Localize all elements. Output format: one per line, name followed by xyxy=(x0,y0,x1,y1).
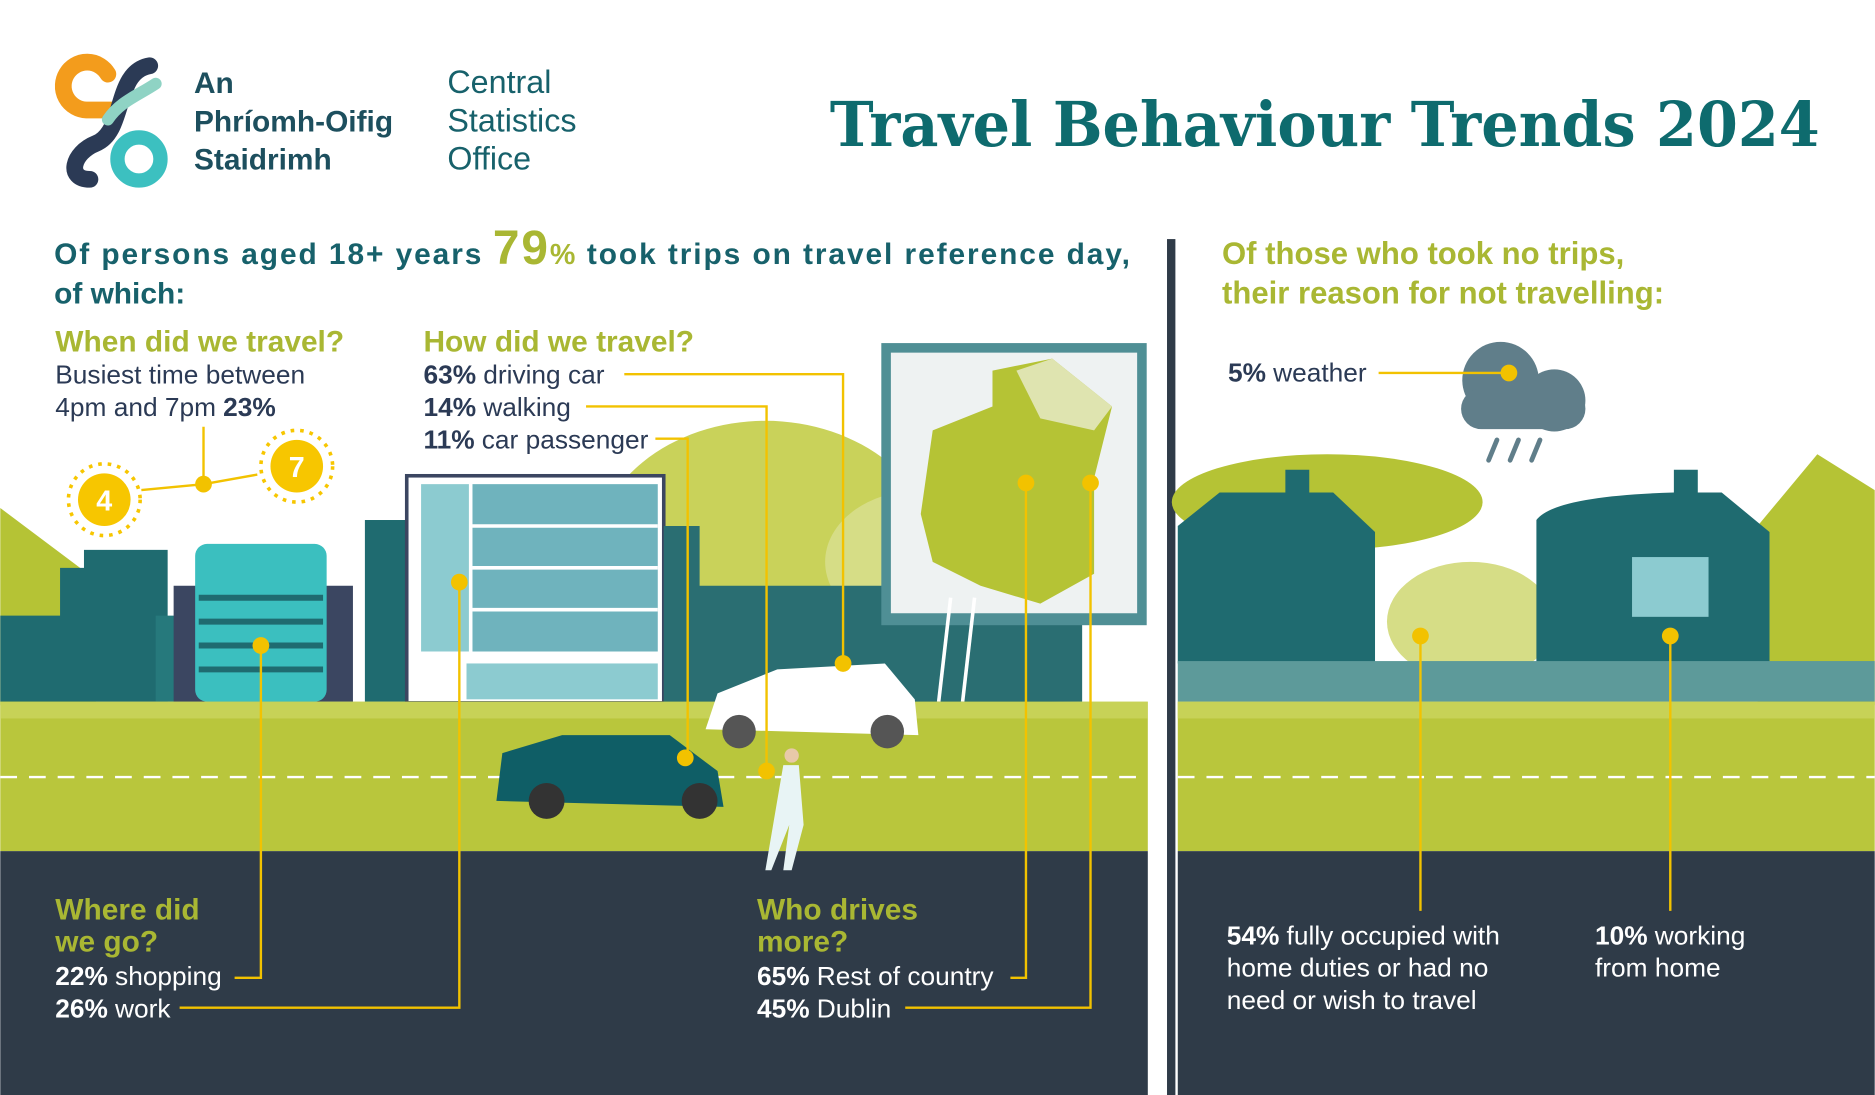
section-heading-part: Where did xyxy=(55,893,199,926)
sun-label-part: 7 xyxy=(289,452,305,484)
logo-irish: Staidrimh xyxy=(194,144,332,177)
sun-label-part: 4 xyxy=(96,485,112,517)
stat-item-part: 14% xyxy=(423,392,476,422)
intro-part: % xyxy=(550,239,576,271)
stat-item: 63% driving car xyxy=(423,360,604,390)
left-scene xyxy=(0,343,1148,1095)
section-heading: When did we travel? xyxy=(55,325,344,358)
stat-item-part: driving car xyxy=(483,360,604,390)
stat-item-part: fully occupied with xyxy=(1287,920,1500,950)
intro: Of persons aged 18+ years 79% took trips o… xyxy=(54,222,1130,275)
logo-english: Central xyxy=(447,64,551,100)
stat-item: 14% walking xyxy=(423,392,570,422)
stat-item-part: 54% xyxy=(1227,920,1280,950)
stat-item: 5% weather xyxy=(1228,357,1367,387)
logo-irish-part: Staidrimh xyxy=(194,144,332,177)
logo-english-part: Office xyxy=(447,141,531,177)
logo-mark xyxy=(54,53,168,188)
section-heading: more? xyxy=(757,926,848,959)
logo-english: Office xyxy=(447,141,531,177)
section-heading-part: we go? xyxy=(54,926,158,959)
logo-irish-part: An xyxy=(194,67,234,100)
body-text: Busiest time between xyxy=(55,360,305,390)
stat-item: 11% car passenger xyxy=(423,424,648,454)
section-heading-part: When did we travel? xyxy=(55,325,344,358)
stat-item-part: Rest of country xyxy=(817,961,995,991)
stat-item: 22% shopping xyxy=(55,961,221,991)
stat-item-part: working xyxy=(1654,920,1746,950)
intro-part: of which: xyxy=(54,278,185,311)
stat-item-part: 63% xyxy=(423,360,476,390)
leader-lines xyxy=(141,364,1679,1009)
stat-item-part: shopping xyxy=(115,961,222,991)
stat-item-part: car passenger xyxy=(482,424,649,454)
stat-item-part: 22% xyxy=(55,961,108,991)
section-heading: Of those who took no trips, xyxy=(1222,236,1624,271)
stat-item-part: Dublin xyxy=(817,993,892,1023)
body-text-part: 4pm and 7pm xyxy=(55,392,216,422)
stat-item-part: need or wish to travel xyxy=(1227,985,1477,1015)
intro: of which: xyxy=(54,278,185,311)
stat-item: 65% Rest of country xyxy=(757,961,994,991)
section-heading-part: Who drives xyxy=(757,893,918,926)
body-text-part: Busiest time between xyxy=(55,360,305,390)
title-part: Travel Behaviour Trends 2024 xyxy=(830,88,1820,161)
right-scene xyxy=(1171,341,1875,1095)
intro-part: took trips on travel reference day, xyxy=(587,238,1130,271)
logo-irish: An xyxy=(194,67,234,100)
section-heading: Where did xyxy=(55,893,199,926)
stat-item-part: 5% xyxy=(1228,357,1266,387)
stat-item: 26% work xyxy=(55,993,171,1023)
stat-item: 45% Dublin xyxy=(757,993,891,1023)
stat-item-part: 45% xyxy=(757,993,810,1023)
body-text-part: 23% xyxy=(223,392,276,422)
sun-label: 7 xyxy=(289,452,305,484)
section-heading: we go? xyxy=(54,926,158,959)
stat-item: home duties or had no xyxy=(1227,953,1489,983)
title: Travel Behaviour Trends 2024 xyxy=(830,88,1820,161)
stat-item-part: work xyxy=(114,993,171,1023)
logo-english-part: Statistics xyxy=(447,102,576,138)
logo-english-part: Central xyxy=(447,64,551,100)
sun-label: 4 xyxy=(96,485,112,517)
stat-item-part: from home xyxy=(1595,953,1721,983)
section-heading-part: Of those who took no trips, xyxy=(1222,236,1624,271)
section-heading-part: How did we travel? xyxy=(423,325,694,358)
stat-item: 10% working xyxy=(1595,920,1745,950)
stat-item-part: 65% xyxy=(757,961,810,991)
stat-item: 54% fully occupied with xyxy=(1227,920,1500,950)
stat-item-part: weather xyxy=(1272,357,1367,387)
section-heading: Who drives xyxy=(757,893,918,926)
logo-english: Statistics xyxy=(447,102,576,138)
section-heading-part: their reason for not travelling: xyxy=(1222,276,1664,311)
stat-item: from home xyxy=(1595,953,1721,983)
section-heading: their reason for not travelling: xyxy=(1222,276,1664,311)
stat-item-part: 11% xyxy=(423,424,474,454)
intro-part: 79 xyxy=(493,222,548,275)
intro-part: Of persons aged 18+ years xyxy=(54,238,481,271)
stat-item: need or wish to travel xyxy=(1227,985,1477,1015)
stat-item-part: walking xyxy=(482,392,571,422)
section-heading: How did we travel? xyxy=(423,325,694,358)
stat-item-part: home duties or had no xyxy=(1227,953,1489,983)
logo-irish-part: Phríomh-Oifig xyxy=(194,105,393,138)
section-heading-part: more? xyxy=(757,926,848,959)
body-text: 4pm and 7pm 23% xyxy=(55,392,276,422)
stat-item-part: 10% xyxy=(1595,920,1648,950)
stat-item-part: 26% xyxy=(55,993,108,1023)
logo-irish: Phríomh-Oifig xyxy=(194,105,393,138)
